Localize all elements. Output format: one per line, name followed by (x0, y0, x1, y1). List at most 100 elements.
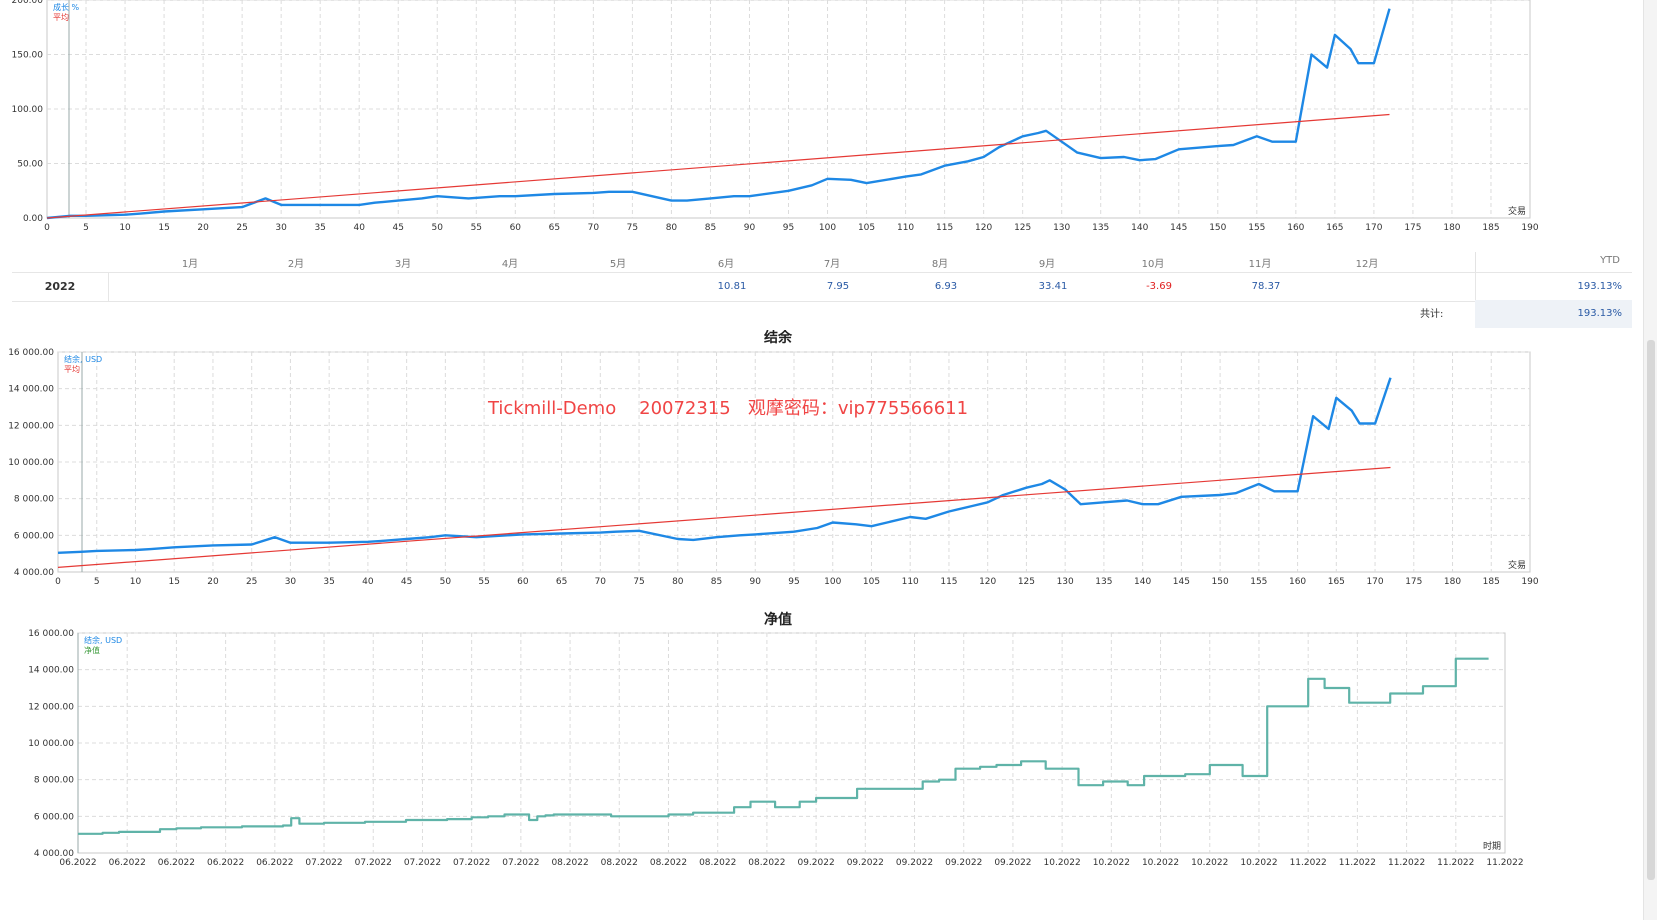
monthly-value: 78.37 (1251, 281, 1281, 292)
x-tick-label: 55 (478, 577, 489, 587)
x-tick-label: 115 (940, 577, 957, 587)
series-line-main (57, 377, 1392, 554)
x-tick-label: 120 (975, 223, 992, 233)
chart-title: 结余 (764, 330, 793, 346)
series-line-main (46, 8, 1391, 220)
legend-entry: 平均 (64, 364, 80, 374)
legend-entry: 结余, USD (64, 354, 102, 364)
x-tick-label: 165 (1326, 223, 1343, 233)
legend-entry: 结余, USD (84, 635, 122, 645)
x-tick-label: 45 (393, 223, 404, 233)
x-tick-label: 07.2022 (404, 858, 441, 868)
vertical-scrollbar[interactable] (1643, 0, 1657, 920)
equity-chart: 净值 4 000.00 6 000.00 8 000.00 10 000.00 12 00… (28, 611, 1523, 868)
x-tick-label: 85 (711, 577, 722, 587)
x-tick-label: 50 (432, 223, 444, 233)
x-tick-label: 160 (1287, 223, 1304, 233)
x-tick-label: 145 (1170, 223, 1187, 233)
x-tick-label: 60 (510, 223, 522, 233)
x-tick-label: 20 (207, 577, 219, 587)
monthly-value: 10.81 (717, 281, 747, 292)
ytd-value: 193.13% (1475, 273, 1632, 301)
x-tick-label: 06.2022 (109, 858, 146, 868)
x-tick-label: 25 (246, 577, 257, 587)
x-tick-label: 40 (362, 577, 374, 587)
month-header: 12月 (1355, 259, 1379, 270)
x-tick-label: 75 (627, 223, 638, 233)
y-tick-label: 14 000.00 (28, 666, 74, 676)
x-tick-label: 60 (517, 577, 529, 587)
y-tick-label: 4 000.00 (34, 849, 74, 859)
x-tick-label: 150 (1209, 223, 1226, 233)
monthly-value: -3.69 (1146, 281, 1172, 292)
x-tick-label: 90 (744, 223, 756, 233)
x-tick-label: 100 (819, 223, 836, 233)
y-tick-label: 100.00 (12, 105, 44, 115)
x-tick-label: 145 (1173, 577, 1190, 587)
total-value: 193.13% (1475, 300, 1632, 328)
y-tick-label: 10 000.00 (8, 458, 54, 468)
y-tick-label: 6 000.00 (14, 531, 54, 541)
x-tick-label: 175 (1405, 577, 1422, 587)
x-tick-label: 06.2022 (256, 858, 293, 868)
x-tick-label: 11.2022 (1339, 858, 1376, 868)
x-tick-label: 5 (83, 223, 89, 233)
x-axis-label: 时期 (1483, 840, 1501, 852)
year-label: 2022 (12, 273, 109, 301)
x-tick-label: 10 (119, 223, 131, 233)
x-tick-label: 55 (471, 223, 482, 233)
x-tick-label: 130 (1053, 223, 1070, 233)
x-tick-label: 190 (1521, 577, 1538, 587)
x-tick-label: 110 (897, 223, 914, 233)
y-tick-label: 200.00 (12, 0, 44, 6)
monthly-value: 6.93 (934, 281, 958, 292)
x-tick-label: 10.2022 (1142, 858, 1179, 868)
y-tick-label: 8 000.00 (34, 776, 74, 786)
x-tick-label: 105 (858, 223, 875, 233)
x-tick-label: 175 (1404, 223, 1421, 233)
x-tick-label: 35 (323, 577, 334, 587)
x-tick-label: 11.2022 (1437, 858, 1474, 868)
x-tick-label: 08.2022 (551, 858, 588, 868)
y-tick-label: 4 000.00 (14, 568, 54, 578)
monthly-value: 7.95 (826, 281, 850, 292)
x-tick-label: 10.2022 (1044, 858, 1081, 868)
month-header: 4月 (501, 259, 519, 270)
x-tick-label: 185 (1482, 223, 1499, 233)
y-tick-label: 10 000.00 (28, 739, 74, 749)
x-tick-label: 45 (401, 577, 412, 587)
x-tick-label: 115 (936, 223, 953, 233)
x-tick-label: 07.2022 (502, 858, 539, 868)
x-tick-label: 70 (595, 577, 607, 587)
x-tick-label: 06.2022 (158, 858, 195, 868)
month-header: 2月 (287, 259, 305, 270)
x-tick-label: 10 (130, 577, 142, 587)
x-tick-label: 15 (168, 577, 179, 587)
x-tick-label: 180 (1444, 577, 1461, 587)
x-tick-label: 09.2022 (797, 858, 834, 868)
x-tick-label: 11.2022 (1290, 858, 1327, 868)
y-tick-label: 50.00 (17, 160, 43, 170)
series-line-average (57, 466, 1391, 568)
x-tick-label: 08.2022 (601, 858, 638, 868)
x-axis-label: 交易 (1508, 559, 1526, 571)
x-tick-label: 08.2022 (650, 858, 687, 868)
x-tick-label: 06.2022 (59, 858, 96, 868)
x-tick-label: 110 (902, 577, 919, 587)
x-tick-label: 09.2022 (945, 858, 982, 868)
x-tick-label: 70 (588, 223, 600, 233)
x-tick-label: 140 (1134, 577, 1151, 587)
x-tick-label: 170 (1365, 223, 1382, 233)
growth-chart: 0.00 50.00 100.00 150.00 200.00 0 5 10 15 20 25 30 3… (12, 0, 1539, 233)
month-header: 5月 (609, 259, 627, 270)
x-tick-label: 5 (94, 577, 100, 587)
x-tick-label: 20 (197, 223, 209, 233)
x-tick-label: 07.2022 (305, 858, 342, 868)
x-tick-label: 80 (672, 577, 684, 587)
x-tick-label: 130 (1057, 577, 1074, 587)
x-tick-label: 105 (863, 577, 880, 587)
x-tick-label: 155 (1248, 223, 1265, 233)
scrollbar-thumb[interactable] (1647, 340, 1655, 880)
x-tick-label: 09.2022 (847, 858, 884, 868)
y-tick-label: 0.00 (23, 214, 43, 224)
